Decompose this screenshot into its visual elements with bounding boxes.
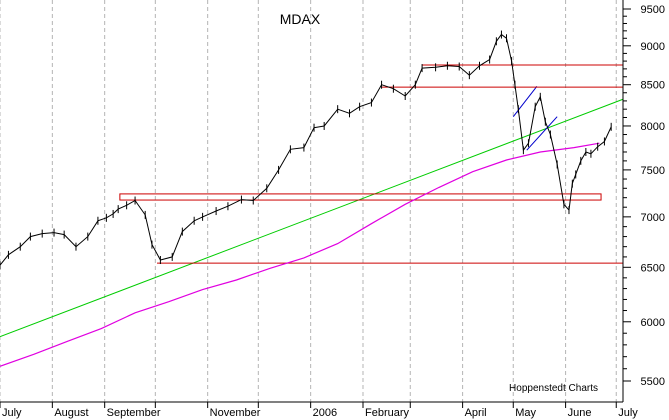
long-trend-line [0, 98, 624, 338]
y-tick-label: 8000 [641, 121, 665, 133]
y-tick-label: 8500 [641, 80, 665, 92]
support-box [119, 193, 602, 201]
x-tick-label: June [568, 407, 592, 419]
x-axis: July August September November 2006 February A… [0, 401, 638, 419]
grid [0, 0, 617, 402]
y-tick-label: 5500 [641, 376, 665, 388]
y-tick-label: 9000 [641, 41, 665, 53]
y-tick-label: 7000 [641, 212, 665, 224]
x-tick-label: July [2, 407, 22, 419]
y-tick-label: 7500 [641, 165, 665, 177]
moving-average [0, 142, 600, 367]
x-tick-label: August [54, 407, 88, 419]
x-tick-label: February [365, 407, 410, 419]
x-tick-label: May [515, 407, 536, 419]
y-tick-label: 9500 [641, 4, 665, 16]
short-trend-lower-line [526, 116, 558, 151]
x-tick-label: November [210, 407, 261, 419]
price-series [0, 30, 612, 270]
chart-title: MDAX [280, 11, 321, 27]
x-tick-label: July [618, 407, 638, 419]
price-line [0, 33, 612, 266]
y-tick-label: 6000 [641, 317, 665, 329]
y-axis: 5500 6000 6500 7000 7500 8000 8500 9000 9500 [622, 0, 665, 402]
x-tick-label: April [465, 407, 487, 419]
short-trend-upper-line [512, 86, 538, 117]
x-tick-label: September [107, 407, 161, 419]
moving-average-line [0, 142, 600, 367]
y-tick-label: 6500 [641, 262, 665, 274]
chart-credit: Hoppenstedt Charts [509, 383, 598, 394]
overlay-lines [0, 64, 624, 338]
x-tick-label: 2006 [313, 407, 337, 419]
